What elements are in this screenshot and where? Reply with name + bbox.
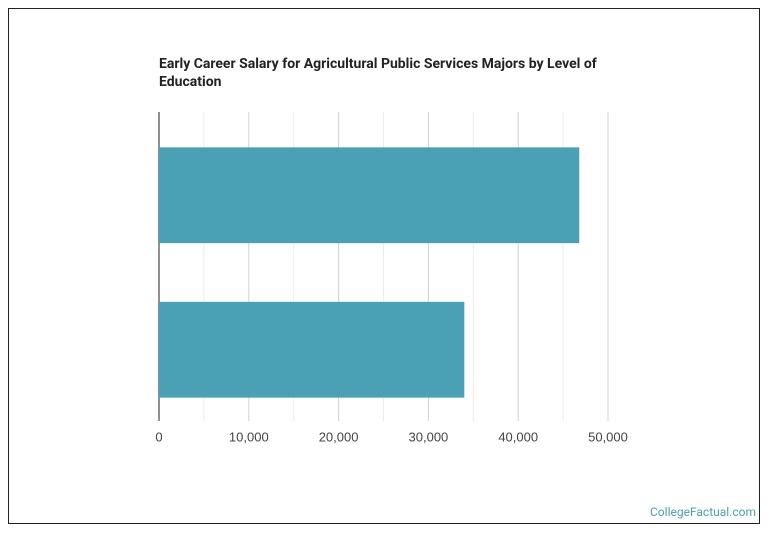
bar: [159, 147, 580, 244]
x-tick-label: 50,000: [588, 429, 628, 444]
chart-title: Early Career Salary for Agricultural Pub…: [159, 56, 597, 90]
source[interactable]: CollegeFactual.com: [650, 505, 756, 519]
bar: [159, 301, 465, 398]
frame: [8, 8, 760, 524]
x-tick-label: 20,000: [319, 429, 359, 444]
x-tick-label: 40,000: [498, 429, 538, 444]
x-tick-label: 30,000: [409, 429, 449, 444]
x-tick-label: 10,000: [229, 429, 269, 444]
x-tick-label: 0: [155, 429, 162, 444]
